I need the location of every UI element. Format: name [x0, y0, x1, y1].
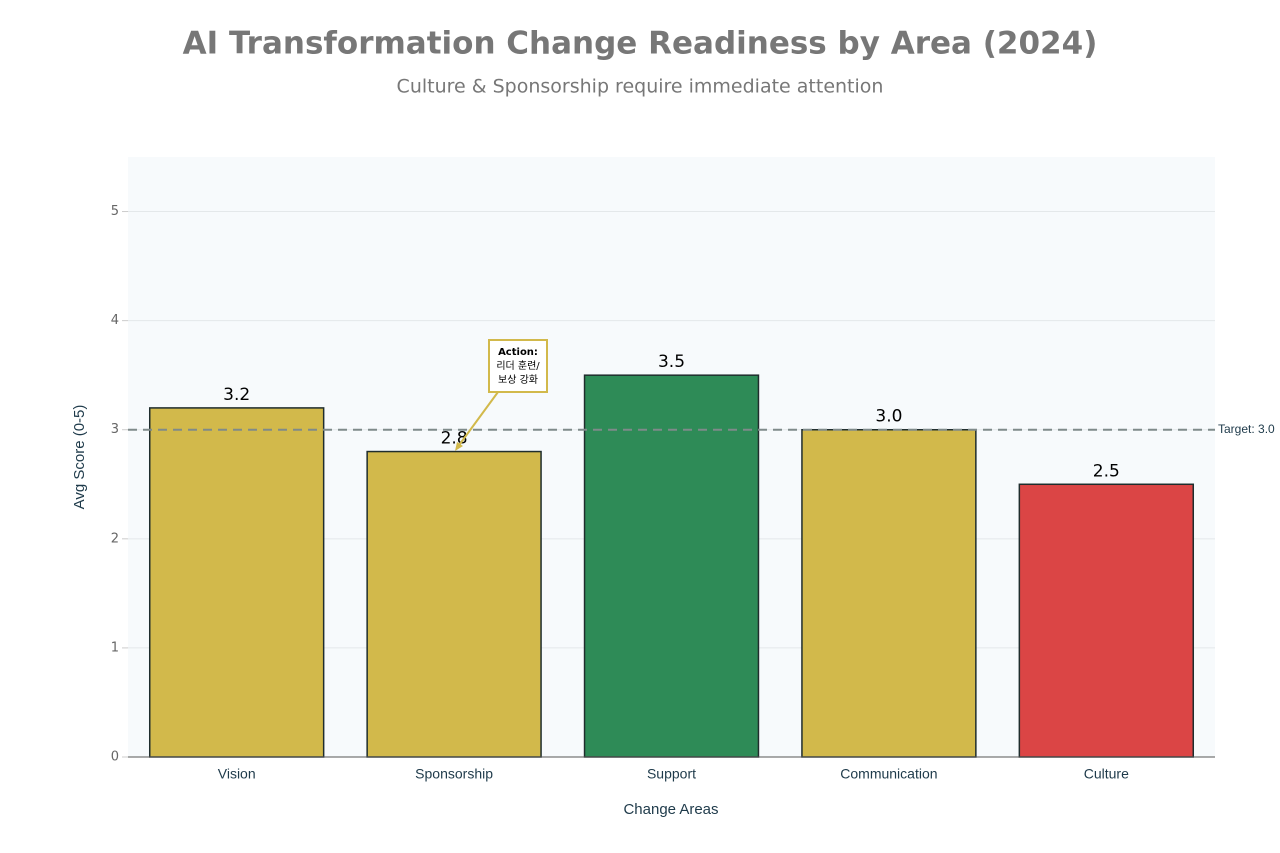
chart-subtitle: Culture & Sponsorship require immediate …: [397, 76, 884, 98]
annotation-arrow: [456, 391, 499, 449]
annotation-arrowhead: [455, 442, 463, 451]
y-tick-label: 1: [111, 640, 119, 655]
y-tick-label: 2: [111, 531, 119, 546]
value-label: 3.0: [875, 407, 902, 427]
chart-title: AI Transformation Change Readiness by Ar…: [183, 26, 1098, 62]
value-label: 2.5: [1093, 461, 1120, 481]
annotation-text: 리더 훈련/: [496, 359, 540, 372]
overlay: Action: 리더 훈련/ 보상 강화: [455, 339, 548, 451]
x-tick-label: Vision: [218, 766, 256, 782]
bar: [366, 450, 542, 758]
value-label: 3.5: [658, 352, 685, 372]
x-tick-label: Culture: [1084, 766, 1129, 782]
x-tick-label: Support: [647, 766, 696, 782]
bar: [1018, 483, 1195, 758]
x-axis-label: Change Areas: [623, 801, 718, 818]
y-tick-label: 3: [111, 422, 119, 437]
y-axis-label: Avg Score (0-5): [71, 405, 88, 510]
bar: [148, 407, 325, 758]
y-tick-label: 4: [111, 313, 119, 328]
x-tick-label: Sponsorship: [415, 766, 493, 782]
bar: [801, 428, 977, 758]
target-label: Target: 3.0: [1218, 422, 1275, 436]
value-label: 3.2: [223, 385, 250, 405]
bar: [583, 374, 760, 758]
x-tick-label: Communication: [840, 766, 937, 782]
marks: 012345Vision3.2Sponsorship2.8Support3.5C…: [111, 204, 1275, 782]
y-tick-label: 0: [111, 750, 119, 765]
annotation-text: 보상 강화: [498, 374, 538, 386]
annotation-box: [488, 339, 548, 393]
y-tick-label: 5: [111, 204, 119, 219]
annotation-text: Action:: [498, 347, 538, 358]
